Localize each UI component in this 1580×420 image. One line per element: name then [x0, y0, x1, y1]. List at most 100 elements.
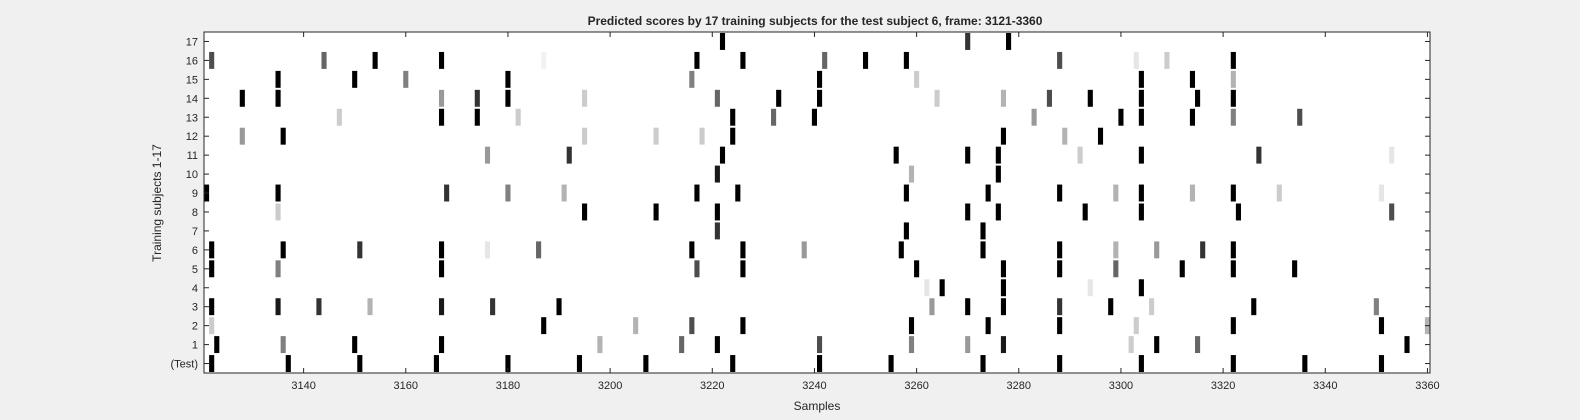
heatmap-cell	[316, 298, 322, 316]
heatmap-cell	[1000, 89, 1007, 107]
heatmap-cell	[714, 165, 720, 183]
heatmap-cell	[740, 317, 746, 335]
heatmap-cell	[817, 355, 823, 372]
heatmap-cell	[1000, 127, 1007, 145]
heatmap-cell	[801, 241, 807, 259]
x-tick-label: 3340	[1313, 380, 1337, 392]
heatmap-cell	[1077, 146, 1083, 164]
heatmap-cell	[576, 355, 583, 372]
heatmap-cell	[209, 298, 215, 316]
heatmap-cell	[1057, 317, 1063, 335]
heatmap-cell	[1230, 89, 1236, 107]
heatmap-cell	[1138, 279, 1144, 297]
heatmap-cell	[484, 241, 491, 259]
heatmap-cell	[484, 146, 491, 164]
heatmap-cell	[1154, 336, 1160, 354]
heatmap-cell	[1057, 355, 1063, 372]
heatmap-cell	[730, 127, 736, 145]
heatmap-cell	[740, 241, 746, 259]
heatmap-cell	[444, 184, 450, 202]
heatmap-cell	[438, 108, 445, 126]
heatmap-cell	[689, 70, 695, 88]
heatmap-cell	[1057, 298, 1063, 316]
heatmap-cell	[209, 260, 215, 278]
heatmap-cell	[965, 203, 971, 221]
heatmap-cell	[740, 260, 746, 278]
heatmap-cell	[817, 336, 823, 354]
heatmap-cell	[1373, 298, 1379, 316]
x-tick-label: 3280	[1007, 380, 1031, 392]
y-tick-label: 13	[186, 112, 198, 124]
heatmap-cell	[1082, 203, 1088, 221]
heatmap-cell	[1230, 184, 1236, 202]
heatmap-cell	[1389, 203, 1395, 221]
heatmap-cell	[403, 70, 409, 88]
heatmap-cell	[1046, 89, 1052, 107]
heatmap-cell	[357, 355, 363, 372]
heatmap-cell	[1164, 51, 1170, 69]
heatmap-cell	[280, 241, 286, 259]
heatmap-cell	[275, 203, 281, 221]
heatmap-cell	[438, 51, 445, 69]
heatmap-cell	[735, 184, 741, 202]
heatmap-cell	[336, 108, 342, 126]
heatmap-cell	[914, 260, 920, 278]
heatmap-cell	[714, 89, 720, 107]
heatmap-cell	[1230, 108, 1236, 126]
y-tick-label: 3	[192, 302, 198, 314]
heatmap-cell	[689, 317, 695, 335]
heatmap-cell	[1138, 203, 1144, 221]
heatmap-cell	[776, 89, 782, 107]
heatmap-cell	[914, 70, 920, 88]
chart-title: Predicted scores by 17 training subjects…	[588, 14, 1043, 28]
plot-area	[204, 32, 1430, 373]
heatmap-cell	[939, 279, 945, 297]
heatmap-cell	[505, 89, 511, 107]
y-tick-label: 17	[186, 36, 198, 48]
x-axis-label: Samples	[794, 399, 841, 413]
heatmap-cell	[1235, 203, 1241, 221]
heatmap-cell	[995, 165, 1001, 183]
y-tick-label: 14	[186, 93, 198, 105]
heatmap-cell	[1230, 70, 1236, 88]
heatmap-cell	[888, 355, 894, 372]
heatmap-cell	[862, 51, 869, 69]
heatmap-cell	[536, 241, 542, 259]
heatmap-cell	[1031, 108, 1037, 126]
heatmap-cell	[653, 203, 659, 221]
x-tick-label: 3140	[291, 380, 315, 392]
heatmap-cell	[1256, 146, 1262, 164]
heatmap-cell	[474, 108, 480, 126]
heatmap-cell	[1189, 184, 1196, 202]
heatmap-cell	[1057, 51, 1063, 69]
heatmap-cell	[1000, 298, 1007, 316]
x-axis-ticks: 3140 3160 3180 3200 3220 3240 3260 3280 3300 3320…	[291, 32, 1440, 392]
plot-frame	[203, 31, 1431, 374]
heatmap-cell	[1057, 184, 1063, 202]
heatmap-cell	[214, 336, 220, 354]
heatmap-cell	[275, 298, 281, 316]
y-tick-label: 2	[192, 321, 198, 333]
heatmap-cell	[209, 241, 215, 259]
heatmap-cell	[1189, 70, 1196, 88]
heatmap-cell	[714, 336, 720, 354]
heatmap-cell	[822, 51, 828, 69]
heatmap-cell	[1302, 355, 1308, 372]
heatmap-cell	[903, 222, 909, 240]
heatmap-cell	[321, 51, 327, 69]
heatmap-cell	[730, 108, 736, 126]
heatmap-cell	[280, 127, 286, 145]
x-tick-label: 3320	[1211, 380, 1235, 392]
heatmap-cell	[714, 222, 720, 240]
heatmap-cell	[1113, 184, 1119, 202]
heatmap-cell	[1057, 260, 1063, 278]
y-tick-label: 1	[192, 340, 198, 352]
heatmap-cell	[1138, 70, 1144, 88]
heatmap-cell	[903, 184, 909, 202]
heatmap-cell	[817, 89, 823, 107]
heatmap-cell	[1378, 184, 1385, 202]
heatmap-cell	[209, 355, 215, 372]
heatmap-cell	[209, 51, 215, 69]
heatmap-cell	[438, 260, 445, 278]
